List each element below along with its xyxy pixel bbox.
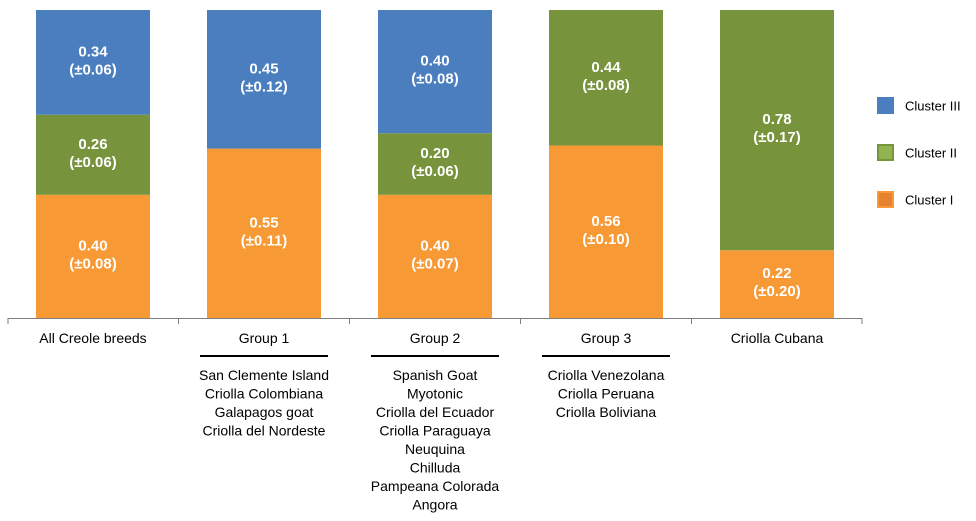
group-member-criolla-boliviana: Criolla Boliviana <box>556 404 657 420</box>
group-members: San Clemente Island Criolla Colombiana Gal… <box>199 355 670 513</box>
group-member-criolla-peruana: Criolla Peruana <box>558 386 655 402</box>
data-label-group-3-cluster-ii: 0.44 (±0.08) <box>582 59 629 94</box>
category-label-group-1: Group 1 <box>239 330 290 346</box>
group-member-criolla-del-nordeste: Criolla del Nordeste <box>203 423 326 439</box>
group-member-angora: Angora <box>412 497 457 513</box>
group-member-criolla-venezolana: Criolla Venezolana <box>548 367 665 383</box>
bar-group-3-cluster-ii <box>549 10 663 146</box>
legend-swatch-cluster-i <box>877 191 894 208</box>
group-member-pampeana-colorada: Pampeana Colorada <box>371 478 500 494</box>
group-member-criolla-colombiana: Criolla Colombiana <box>205 386 323 402</box>
category-label-criolla-cubana: Criolla Cubana <box>731 330 824 346</box>
category-labels: All Creole breeds Group 1 Group 2 Group 3 Cr… <box>39 330 823 346</box>
category-label-group-2: Group 2 <box>410 330 461 346</box>
group-member-san-clemente-island: San Clemente Island <box>199 367 329 383</box>
data-label-criolla-cubana-cluster-i: 0.22 (±0.20) <box>753 265 800 300</box>
data-label-group-2-cluster-i: 0.40 (±0.07) <box>411 237 458 272</box>
category-label-group-3: Group 3 <box>581 330 632 346</box>
data-label-all-creole-breeds-cluster-ii: 0.26 (±0.06) <box>69 136 116 171</box>
legend-swatch-cluster-iii <box>877 97 894 114</box>
bar-group-1-cluster-i <box>207 148 321 318</box>
group-member-criolla-del-ecuador: Criolla del Ecuador <box>376 404 495 420</box>
bar-group-2-cluster-ii <box>378 133 492 195</box>
data-label-all-creole-breeds-cluster-i: 0.40 (±0.08) <box>69 237 116 272</box>
data-label-group-2-cluster-ii: 0.20 (±0.06) <box>411 145 458 180</box>
data-label-all-creole-breeds-cluster-iii: 0.34 (±0.06) <box>69 43 116 78</box>
legend-label-cluster-ii: Cluster II <box>905 146 957 161</box>
bar-group-2-cluster-i <box>378 194 492 318</box>
data-label-group-3-cluster-i: 0.56 (±0.10) <box>582 213 629 248</box>
legend-label-cluster-iii: Cluster III <box>905 99 961 114</box>
legend-swatch-cluster-ii <box>877 144 894 161</box>
data-label-group-1-cluster-i: 0.55 (±0.11) <box>241 214 288 249</box>
bar-all-creole-breeds-cluster-i <box>36 194 150 318</box>
axis-layer <box>7 318 863 324</box>
group-member-criolla-paraguaya: Criolla Paraguaya <box>379 423 490 439</box>
data-label-group-1-cluster-iii: 0.45 (±0.12) <box>240 60 287 95</box>
data-label-criolla-cubana-cluster-ii: 0.78 (±0.17) <box>753 111 800 146</box>
group-member-neuquina: Neuquina <box>405 441 465 457</box>
bar-criolla-cubana-cluster-i <box>720 250 834 318</box>
bar-group-3-cluster-i <box>549 145 663 318</box>
group-member-spanish-goat: Spanish Goat <box>393 367 478 383</box>
bar-group-1-cluster-iii <box>207 10 321 149</box>
bar-criolla-cubana-cluster-ii <box>720 10 834 251</box>
legend: Cluster III Cluster II Cluster I <box>877 97 961 208</box>
bar-all-creole-breeds-cluster-ii <box>36 114 150 195</box>
group-member-chilluda: Chilluda <box>410 460 461 476</box>
bars-layer: 0.40 (±0.08) 0.26 (±0.06) 0.34 (±0.06) 0.55 (±0… <box>36 10 834 318</box>
legend-label-cluster-i: Cluster I <box>905 193 953 208</box>
group-member-galapagos-goat: Galapagos goat <box>215 404 314 420</box>
group-member-myotonic: Myotonic <box>407 386 463 402</box>
category-label-all-creole-breeds: All Creole breeds <box>39 330 146 346</box>
bar-all-creole-breeds-cluster-iii <box>36 10 150 115</box>
bar-group-2-cluster-iii <box>378 10 492 134</box>
data-label-group-2-cluster-iii: 0.40 (±0.08) <box>411 53 458 88</box>
